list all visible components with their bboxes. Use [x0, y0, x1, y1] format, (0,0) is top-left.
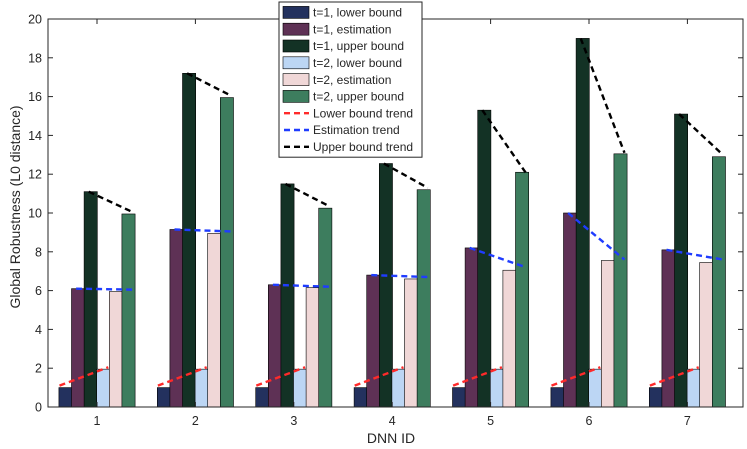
legend-swatch — [282, 6, 310, 19]
bar-2-3 — [267, 284, 282, 408]
bars-layer — [58, 38, 726, 408]
y-tick-label: 0 — [35, 401, 42, 415]
bar-5-7 — [699, 262, 714, 408]
x-tick-label: 5 — [487, 414, 494, 428]
bar-6-1 — [121, 213, 136, 408]
legend: t=1, lower bound t=1, estimation t=1, uppe… — [278, 1, 423, 158]
bar-1-1 — [58, 387, 73, 408]
y-tick-label: 20 — [28, 13, 42, 27]
y-tick-label: 10 — [28, 207, 42, 221]
bar-1-3 — [255, 387, 270, 408]
y-axis-label: Global Robustness (L0 distance) — [7, 105, 23, 308]
legend-label: t=2, estimation — [313, 73, 391, 87]
bar-3-5 — [477, 109, 492, 408]
legend-swatch — [282, 22, 310, 36]
legend-label: t=1, lower bound — [313, 6, 402, 20]
bar-6-4 — [416, 189, 431, 408]
y-tick-label: 12 — [28, 168, 42, 182]
bar-5-4 — [404, 278, 418, 408]
bar-6-2 — [220, 97, 234, 408]
bar-2-4 — [366, 274, 381, 408]
bar-5-3 — [305, 287, 320, 408]
legend-label: t=1, upper bound — [313, 39, 404, 53]
bar-1-7 — [648, 387, 663, 408]
x-axis-label: DNN ID — [367, 430, 415, 446]
bar-1-6 — [550, 387, 565, 408]
trend-lines-layer — [59, 37, 724, 387]
trend-line-3-6 — [579, 37, 626, 154]
trend-line-1-5 — [452, 366, 503, 387]
bar-4-4 — [391, 368, 406, 408]
bar-1-4 — [353, 387, 368, 408]
x-tick-label: 7 — [684, 414, 691, 428]
bar-5-1 — [109, 291, 123, 408]
bar-2-5 — [464, 247, 479, 408]
legend-swatch — [282, 90, 310, 103]
trend-line-3-1 — [88, 190, 134, 214]
bar-5-6 — [600, 260, 615, 408]
legend-label: Lower bound trend — [313, 106, 413, 120]
bar-2-7 — [661, 249, 676, 408]
legend-label: Upper bound trend — [313, 140, 413, 154]
trend-line-3-2 — [186, 72, 232, 97]
y-tick-label: 14 — [28, 129, 42, 143]
trend-line-1-7 — [649, 366, 700, 387]
y-tick-label: 6 — [35, 284, 42, 298]
bar-6-3 — [318, 207, 333, 408]
bar-4-7 — [686, 368, 701, 408]
y-tick-label: 2 — [35, 362, 42, 376]
x-tick-label: 2 — [192, 414, 199, 428]
bar-6-7 — [711, 156, 726, 408]
trend-line-1-6 — [551, 366, 601, 387]
legend-label: Estimation trend — [313, 123, 400, 137]
legend-swatch — [282, 73, 310, 86]
bar-5-5 — [502, 269, 517, 408]
bar-1-5 — [452, 387, 466, 408]
bar-4-5 — [489, 368, 504, 408]
bar-6-5 — [515, 171, 529, 408]
trend-line-3-4 — [383, 162, 429, 189]
y-tick-label: 4 — [35, 323, 42, 337]
bar-4-3 — [293, 368, 307, 408]
x-tick-label: 6 — [586, 414, 593, 428]
y-tick-label: 16 — [28, 90, 42, 104]
y-tick-label: 8 — [35, 245, 42, 259]
x-tick-label: 4 — [389, 414, 396, 428]
trend-line-3-3 — [284, 182, 330, 208]
x-tick-label: 3 — [290, 414, 297, 428]
legend-label: t=1, estimation — [313, 22, 391, 36]
bar-6-6 — [613, 153, 628, 408]
trend-line-1-4 — [354, 366, 404, 387]
trend-line-2-6 — [567, 212, 626, 261]
legend-label: t=2, upper bound — [313, 90, 404, 104]
legend-label: t=2, lower bound — [313, 56, 402, 70]
trend-line-3-5 — [481, 109, 528, 174]
bar-3-4 — [378, 163, 393, 408]
legend-swatch — [282, 56, 310, 70]
bar-3-7 — [674, 113, 688, 408]
legend-swatch — [282, 39, 310, 53]
y-tick-label: 18 — [28, 51, 42, 65]
bar-4-1 — [96, 368, 111, 408]
bar-1-2 — [157, 387, 171, 408]
trend-line-1-3 — [255, 366, 306, 387]
bar-2-1 — [71, 288, 85, 408]
x-tick-label: 1 — [94, 414, 101, 428]
bar-4-6 — [588, 368, 603, 408]
bar-4-2 — [194, 368, 209, 408]
trend-line-1-2 — [157, 366, 208, 387]
bar-3-2 — [182, 73, 196, 408]
trend-line-1-1 — [59, 366, 109, 387]
bar-5-2 — [207, 233, 222, 408]
